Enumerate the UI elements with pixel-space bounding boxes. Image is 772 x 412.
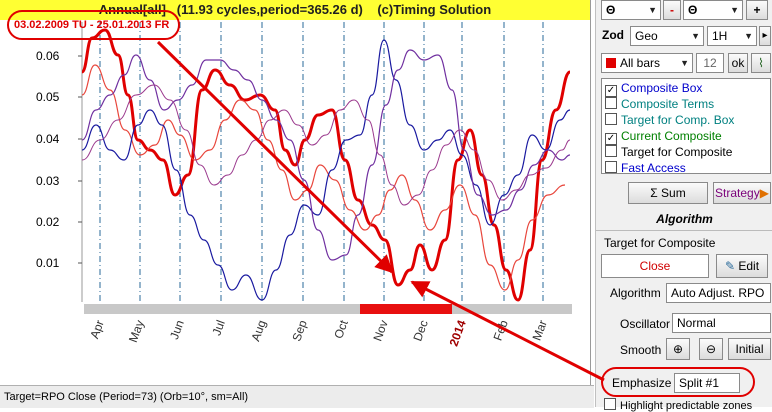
ok-button[interactable]: ok — [728, 53, 748, 73]
highlight-zones-label: Highlight predictable zones — [620, 400, 753, 412]
x-tick-label: Feb — [491, 318, 511, 343]
x-tick-label: Nov — [370, 318, 390, 343]
checkbox-box: ✓ — [605, 85, 617, 97]
target-label: Target for Composite — [604, 236, 716, 250]
x-tick-label: Apr — [87, 318, 107, 340]
right-panel: Θ ▼ - Θ ▼ + Zod Geo ▼ 1H ▼ ▸ All bars ▼ 12 ok… — [595, 0, 772, 412]
chevron-down-icon: ▼ — [648, 5, 657, 15]
oscillator-select[interactable]: Normal — [672, 313, 771, 333]
plus-button[interactable]: + — [746, 0, 768, 20]
zoom-out-button[interactable]: ⊖ — [699, 338, 723, 360]
edit-button[interactable]: ✎ Edit — [716, 254, 768, 278]
checkbox-box: ✓ — [605, 133, 617, 145]
planet-select-1-value: Θ — [606, 3, 616, 17]
zoom-in-icon: ⊕ — [672, 342, 684, 356]
layer-checkbox[interactable]: Fast Access — [605, 161, 686, 175]
layer-checkbox[interactable]: Composite Terms — [605, 97, 714, 111]
algorithm-header: Algorithm — [596, 212, 772, 231]
x-tick-label: May — [126, 318, 147, 344]
chevron-down-icon: ▼ — [680, 58, 689, 68]
chevron-down-icon: ▼ — [730, 5, 739, 15]
edit-icon: ✎ — [724, 259, 736, 273]
y-tick-label: 0.05 — [36, 90, 60, 104]
play-icon: ▶ — [759, 186, 769, 200]
x-tick-label: Dec — [410, 318, 430, 343]
chart-panel: 0.06 0.05 0.04 0.03 0.02 0.01 Apr May Jun Jul Aug S… — [0, 0, 591, 385]
timeframe-select[interactable]: 1H ▼ — [707, 26, 757, 46]
timeline-band — [84, 304, 572, 314]
strategy-button-label: Strategy — [715, 186, 760, 200]
layer-checkbox-label: Target for Composite — [621, 145, 733, 159]
x-tick-label: Aug — [248, 318, 268, 343]
checkbox-box — [605, 97, 617, 109]
scroll-right-button[interactable]: ▸ — [759, 26, 771, 46]
x-tick-label: Sep — [289, 318, 310, 343]
bars-select[interactable]: All bars ▼ — [601, 53, 693, 73]
plot-area — [82, 22, 572, 302]
algorithm-label: Algorithm — [610, 286, 661, 300]
zod-label: Zod — [602, 28, 624, 42]
bars-count-input[interactable]: 12 — [696, 53, 724, 73]
layer-checkbox-label: Fast Access — [621, 161, 686, 175]
zoom-in-button[interactable]: ⊕ — [666, 338, 690, 360]
layer-checkbox-label: Composite Terms — [621, 97, 715, 111]
x-tick-label: 2014 — [447, 318, 469, 348]
chevron-down-icon: ▼ — [691, 31, 700, 41]
y-tick-label: 0.01 — [36, 256, 60, 270]
bars-select-value: All bars — [620, 56, 661, 70]
layer-checkbox[interactable]: ✓ Composite Box — [605, 81, 702, 97]
color-swatch — [606, 58, 616, 68]
y-tick-label: 0.02 — [36, 215, 60, 229]
emphasize-label: Emphasize — [612, 376, 672, 390]
x-tick-label: Mar — [530, 318, 550, 342]
target-value-field[interactable]: Close — [601, 254, 709, 278]
initial-button[interactable]: Initial — [728, 338, 771, 360]
timeframe-select-value: 1H — [712, 29, 728, 43]
zoom-out-icon: ⊖ — [705, 342, 717, 356]
zodiac-select-value: Geo — [635, 29, 658, 43]
layer-checkbox[interactable]: Target for Comp. Box — [605, 113, 734, 127]
timeline-highlight — [360, 304, 452, 314]
checkbox-box — [605, 113, 617, 125]
layer-checkbox-label: Composite Box — [621, 81, 703, 95]
layer-checkbox[interactable]: Target for Composite — [605, 145, 732, 159]
chart-icon-button[interactable]: ⌇ — [751, 53, 771, 73]
checkbox-box — [605, 145, 617, 157]
layers-list: ✓ Composite Box Composite Terms Target for … — [601, 78, 771, 175]
algorithm-select[interactable]: Auto Adjust. RPO — [666, 283, 771, 303]
x-tick-label: Jul — [209, 318, 227, 337]
x-tick-label: Oct — [331, 318, 351, 341]
checkbox-box — [605, 161, 617, 173]
oscillator-label: Oscillator — [620, 317, 671, 331]
date-range-callout — [7, 10, 180, 40]
date-range-label: 03.02.2009 TU - 25.01.2013 FR — [14, 19, 170, 31]
y-tick-label: 0.03 — [36, 174, 60, 188]
line-chart-icon: ⌇ — [758, 56, 764, 70]
emphasize-select[interactable]: Split #1 — [674, 373, 740, 393]
y-tick-label: 0.06 — [36, 49, 60, 63]
emphasize-callout — [601, 367, 755, 397]
highlight-zones-checkbox[interactable]: Highlight predictable zones — [604, 398, 752, 412]
sum-button[interactable]: Σ Sum — [628, 182, 708, 204]
layer-checkbox-label: Current Composite — [621, 129, 722, 143]
layer-checkbox[interactable]: ✓ Current Composite — [605, 129, 722, 145]
chart-title: Annual[all] (11.93 cycles,period=365.26 … — [0, 0, 590, 20]
chevron-down-icon: ▼ — [744, 31, 753, 41]
planet-select-1[interactable]: Θ ▼ — [601, 0, 661, 20]
status-bar: Target=RPO Close (Period=73) (Orb=10°, s… — [0, 385, 594, 408]
zodiac-select[interactable]: Geo ▼ — [630, 26, 704, 46]
checkbox-box — [604, 398, 616, 410]
edit-button-label: Edit — [738, 259, 760, 273]
planet-select-2-value: Θ — [688, 3, 698, 17]
chevron-right-icon: ▸ — [762, 30, 768, 41]
x-tick-label: Jun — [167, 318, 187, 341]
strategy-button[interactable]: Strategy▶ — [713, 182, 771, 204]
smooth-label: Smooth — [620, 343, 662, 357]
minus-button[interactable]: - — [663, 0, 681, 20]
chart-canvas: 0.06 0.05 0.04 0.03 0.02 0.01 Apr May Jun Jul Aug S… — [36, 22, 572, 348]
layer-checkbox-label: Target for Comp. Box — [621, 113, 735, 127]
planet-select-2[interactable]: Θ ▼ — [683, 0, 743, 20]
y-tick-label: 0.04 — [36, 132, 60, 146]
